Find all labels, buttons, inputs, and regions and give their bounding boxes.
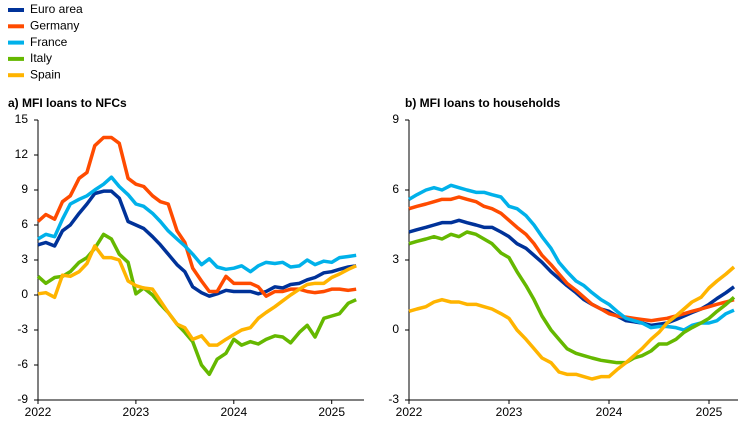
series-line xyxy=(37,189,357,298)
series-line xyxy=(37,175,357,274)
series-line: Spain xyxy=(408,265,736,381)
panel-title: a) MFI loans to NFCs xyxy=(8,96,127,110)
legend-label: Euro area xyxy=(30,2,83,16)
y-tick-label: -3 xyxy=(17,322,28,336)
series-line: France xyxy=(408,183,735,332)
series-line xyxy=(36,232,357,377)
y-tick-label: 9 xyxy=(21,182,28,196)
y-tick-label: 6 xyxy=(21,217,28,231)
y-tick-label: -3 xyxy=(388,392,399,406)
series-line: Germany xyxy=(408,195,735,323)
x-tick-label: 2022 xyxy=(25,405,52,419)
y-tick-label: 3 xyxy=(21,252,28,266)
x-tick-label: 2024 xyxy=(220,405,247,419)
series-line xyxy=(37,244,357,347)
legend-label: Spain xyxy=(30,67,61,81)
y-tick-label: 6 xyxy=(392,182,399,196)
legend-label: Germany xyxy=(30,18,79,32)
x-tick-label: 2025 xyxy=(318,405,345,419)
series-line: Italy xyxy=(408,230,736,365)
y-tick-label: 3 xyxy=(392,252,399,266)
series-line xyxy=(36,135,357,298)
y-tick-label: -6 xyxy=(17,357,28,371)
y-tick-label: 9 xyxy=(392,112,399,126)
x-tick-label: 2023 xyxy=(496,405,523,419)
x-tick-label: 2022 xyxy=(396,405,423,419)
y-tick-label: -9 xyxy=(17,392,28,406)
y-tick-label: 0 xyxy=(392,322,399,336)
x-tick-label: 2023 xyxy=(123,405,150,419)
legend-label: Italy xyxy=(30,51,52,65)
panel-title: b) MFI loans to households xyxy=(405,96,561,110)
y-tick-label: 15 xyxy=(15,112,29,126)
y-tick-label: 12 xyxy=(15,147,29,161)
x-tick-label: 2025 xyxy=(696,405,723,419)
legend-label: France xyxy=(30,35,68,49)
series-line: Euro area xyxy=(408,218,736,328)
x-tick-label: 2024 xyxy=(596,405,623,419)
y-tick-label: 0 xyxy=(21,287,28,301)
